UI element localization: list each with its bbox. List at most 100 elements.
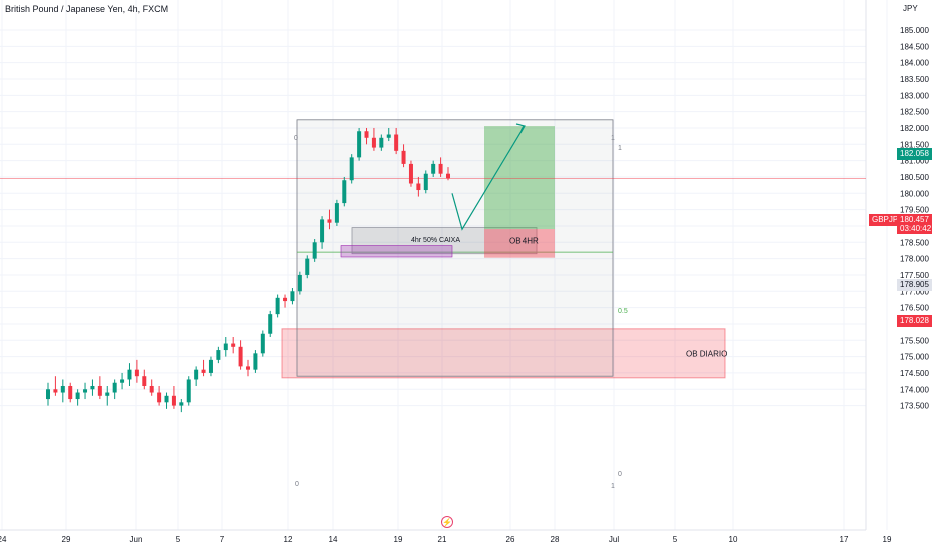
y-tick-label: 184.000 (900, 59, 929, 68)
fib-box (296, 119, 614, 377)
y-tick-label: 179.500 (900, 206, 929, 215)
y-tick-label: 175.500 (900, 336, 929, 345)
candle-body (127, 369, 132, 380)
x-tick-label: 28 (551, 535, 560, 544)
projection-arrowhead (515, 123, 526, 134)
candle-body (120, 379, 125, 383)
candle-body (349, 157, 354, 181)
candle-body (157, 392, 162, 403)
candle-body (364, 131, 369, 138)
last-price-tag: 180.457 03:40:42 (897, 214, 932, 234)
candle-body (334, 203, 339, 223)
candle-body (186, 379, 191, 403)
candle-body (75, 392, 80, 400)
fib-level-label: 0.5 (618, 308, 628, 315)
box-4hr-50-label: 4hr 50% CAIXA (411, 237, 460, 244)
candle-body (297, 274, 302, 292)
y-tick-label: 175.000 (900, 353, 929, 362)
candle-body (290, 291, 295, 302)
candle-body (357, 131, 362, 158)
y-tick-label: 183.500 (900, 75, 929, 84)
y-tick-label: 174.500 (900, 369, 929, 378)
candle-body (60, 385, 65, 393)
y-tick-label: 182.000 (900, 124, 929, 133)
candle-body (275, 297, 280, 315)
candle-body (394, 134, 399, 151)
x-tick-label: 14 (329, 535, 338, 544)
fib-level-label: 1 (611, 135, 615, 142)
ob-4hr-label: OB 4HR (509, 237, 539, 246)
fib-level-label: 1 (611, 483, 615, 490)
fib-level-label: 1 (618, 145, 622, 152)
currency-label: JPY (903, 4, 918, 13)
candle-body (305, 258, 310, 275)
flash-icon[interactable]: ⚡ (441, 516, 453, 528)
y-tick-label: 183.000 (900, 91, 929, 100)
candle-body (194, 369, 199, 380)
candle-body (90, 385, 95, 390)
countdown-value: 03:40:42 (900, 224, 932, 233)
candle-body (149, 385, 154, 393)
candle-body (142, 376, 147, 386)
y-tick-label: 184.500 (900, 42, 929, 51)
x-tick-label: 19 (394, 535, 403, 544)
projection-path (451, 125, 525, 231)
y-tick-label: 178.000 (900, 255, 929, 264)
candle-body (68, 385, 73, 400)
x-tick-label: 10 (729, 535, 738, 544)
candle-body (283, 297, 288, 302)
candle-body (164, 395, 169, 403)
candle-body (53, 389, 58, 393)
y-tick-label: 180.000 (900, 189, 929, 198)
candle-body (446, 173, 450, 179)
candle-body (231, 343, 236, 347)
candle-body (401, 150, 406, 164)
candle-body (431, 163, 436, 174)
candle-body (112, 382, 117, 393)
target-zone (484, 126, 555, 230)
symbol-title: British Pound / Japanese Yen, 4h, FXCM (5, 4, 169, 14)
y-tick-label: 177.000 (900, 287, 929, 296)
ob-diario-zone (281, 328, 726, 379)
x-tick-label: 24 (0, 535, 7, 544)
x-tick-label: 17 (840, 535, 849, 544)
candle-body (201, 369, 206, 373)
candle-body (246, 366, 250, 370)
x-tick-label: 19 (883, 535, 892, 544)
x-tick-label: 21 (438, 535, 447, 544)
x-tick-label: 12 (284, 535, 293, 544)
y-tick-label: 180.500 (900, 173, 929, 182)
candle-body (253, 353, 258, 370)
x-tick-label: 29 (62, 535, 71, 544)
candle-body (320, 219, 325, 243)
x-tick-label: Jul (609, 535, 619, 544)
candle-body (268, 314, 273, 334)
y-tick-label: 176.500 (900, 304, 929, 313)
fib-level-label: 0 (618, 471, 622, 478)
candle-body (134, 369, 139, 377)
y-tick-label: 177.500 (900, 271, 929, 280)
ob-diario-label: OB DIARIO (686, 349, 727, 358)
x-tick-label: 26 (506, 535, 515, 544)
candle-body (379, 137, 384, 148)
candle-body (438, 163, 443, 174)
candle-body (83, 389, 88, 393)
candle-body (216, 350, 221, 360)
candle-body (46, 389, 50, 400)
candle-body (371, 137, 376, 148)
candle-body (416, 183, 421, 191)
candle-body (223, 343, 228, 351)
candle-body (179, 402, 184, 406)
box-4hr-50 (351, 227, 538, 255)
candle-body (238, 346, 243, 367)
fib-level-label: 0 (294, 135, 298, 142)
candle-body (208, 359, 213, 373)
candle-body (408, 163, 413, 184)
candle-body (171, 395, 176, 406)
fib-level-label: 0 (295, 481, 299, 488)
candle-body (97, 385, 102, 396)
x-tick-label: 5 (673, 535, 678, 544)
x-tick-label: Jun (130, 535, 143, 544)
candle-body (386, 134, 391, 138)
